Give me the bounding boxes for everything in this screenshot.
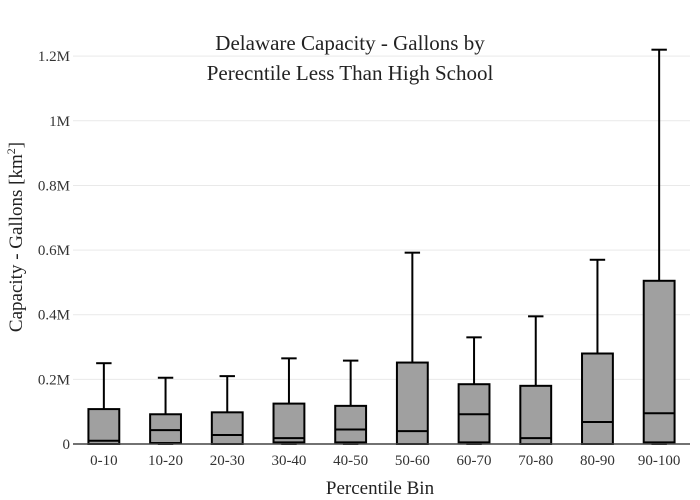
- box-20-30: [210, 375, 244, 445]
- box-iqr: [149, 413, 182, 445]
- x-tick-label: 80-90: [580, 453, 615, 469]
- box-50-60: [395, 251, 429, 445]
- x-tick-label: 70-80: [518, 453, 553, 469]
- box-70-80: [519, 315, 553, 446]
- x-tick-label: 60-70: [457, 453, 492, 469]
- box-40-50: [334, 359, 368, 445]
- x-tick-label: 90-100: [638, 453, 681, 469]
- chart-title-line-2: Perecntile Less Than High School: [207, 61, 494, 85]
- y-tick-labels: 0 0.2M 0.4M 0.6M 0.8M 1M 1.2M: [38, 49, 70, 453]
- x-tick-label: 30-40: [271, 453, 306, 469]
- box-0-10: [87, 362, 121, 445]
- x-axis-title: Percentile Bin: [326, 478, 435, 499]
- x-tick-label: 10-20: [148, 453, 183, 469]
- y-axis-title-main: Capacity - Gallons [km: [6, 154, 27, 332]
- y-axis-title: Capacity - Gallons [km2]: [4, 142, 27, 332]
- box-iqr: [642, 279, 676, 444]
- y-axis-title-close: ]: [6, 142, 27, 148]
- box-10-20: [149, 376, 182, 445]
- y-tick-label: 0.6M: [38, 243, 70, 259]
- x-tick-label: 40-50: [333, 453, 368, 469]
- y-tick-label: 1.2M: [38, 49, 70, 65]
- box-80-90: [581, 258, 614, 445]
- y-tick-label: 0: [63, 437, 71, 453]
- y-tick-label: 0.4M: [38, 308, 70, 324]
- box-iqr: [87, 408, 121, 445]
- x-tick-label: 50-60: [395, 453, 430, 469]
- y-tick-label: 0.2M: [38, 372, 70, 388]
- y-axis-title-superscript: 2: [4, 148, 18, 154]
- y-tick-label: 0.8M: [38, 178, 70, 194]
- x-tick-label: 20-30: [210, 453, 245, 469]
- x-tick-label: 0-10: [90, 453, 118, 469]
- box-iqr: [210, 411, 244, 445]
- box-30-40: [272, 357, 306, 445]
- box-iqr: [272, 402, 306, 444]
- box-60-70: [457, 336, 491, 445]
- box-iqr: [519, 384, 553, 446]
- box-iqr: [581, 352, 614, 445]
- y-tick-label: 1M: [49, 114, 70, 130]
- boxes: [87, 48, 676, 446]
- x-tick-labels: 0-10 10-20 20-30 30-40 40-50 50-60 60-70 70-80 8…: [90, 453, 680, 469]
- box-90-100: [642, 48, 676, 445]
- chart-title-line-1: Delaware Capacity - Gallons by: [215, 31, 485, 55]
- box-iqr: [334, 404, 368, 444]
